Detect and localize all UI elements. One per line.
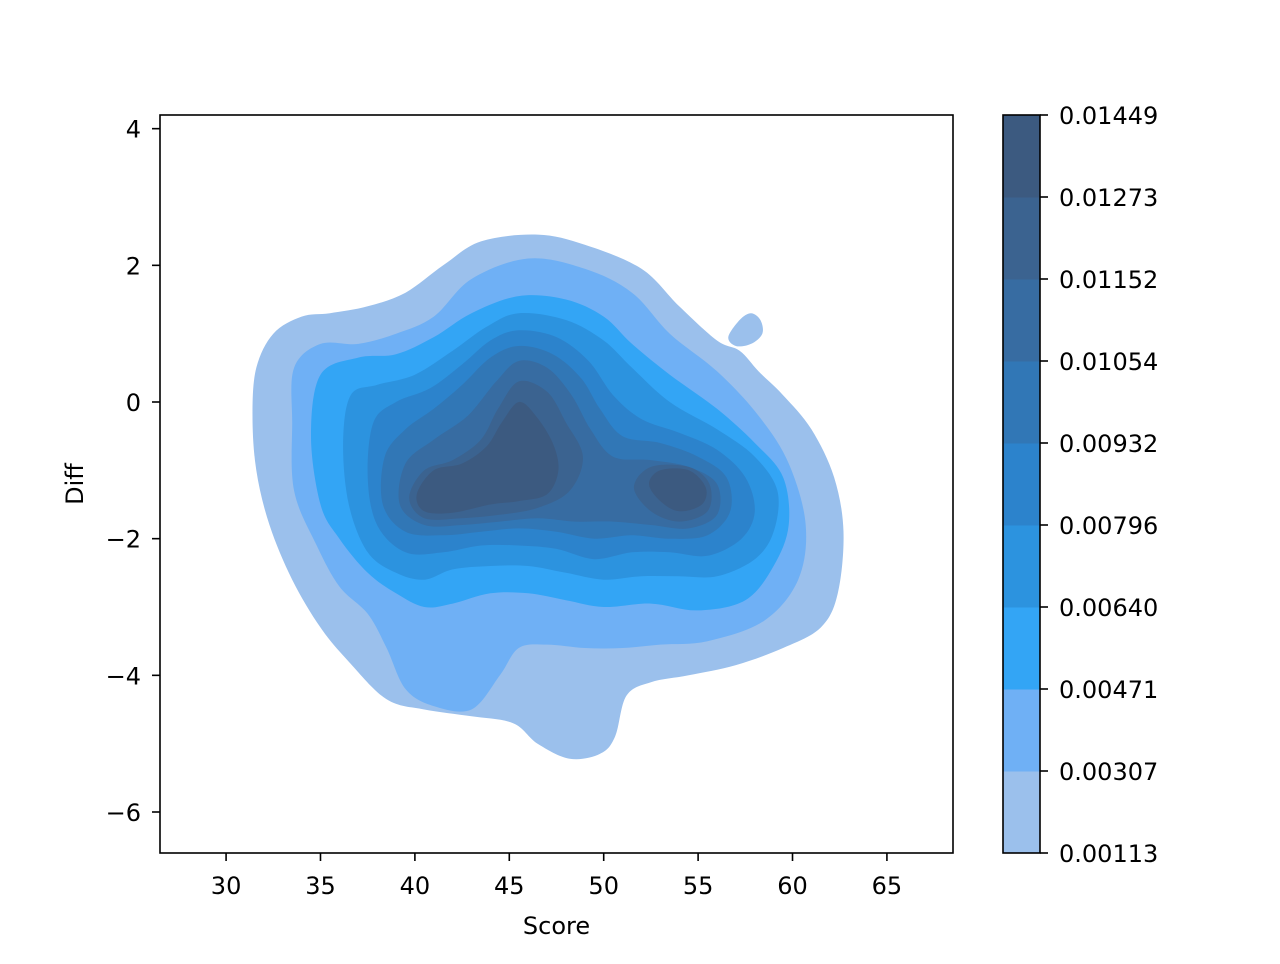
colorbar-band	[1003, 689, 1040, 772]
contour-band-1-region-2	[728, 313, 763, 347]
colorbar-tick-label: 0.00640	[1059, 594, 1158, 622]
y-tick-label: 0	[126, 389, 141, 417]
colorbar-band	[1003, 279, 1040, 362]
colorbar-band	[1003, 771, 1040, 854]
x-tick-label: 65	[872, 872, 903, 900]
x-tick-label: 30	[211, 872, 242, 900]
colorbar-tick-label: 0.00307	[1059, 758, 1158, 786]
colorbar-band	[1003, 525, 1040, 608]
y-tick-label: −2	[106, 526, 141, 554]
x-axis-label: Score	[523, 912, 590, 940]
contour-band-9-region-2	[649, 468, 707, 512]
colorbar-band	[1003, 607, 1040, 690]
colorbar-band	[1003, 361, 1040, 444]
colorbar-band	[1003, 197, 1040, 280]
x-tick-label: 35	[305, 872, 336, 900]
colorbar-band	[1003, 115, 1040, 198]
colorbar: 0.00113 0.00307 0.00471 0.00640 0.00796 0.009…	[1002, 102, 1158, 868]
colorbar-tick-label: 0.01273	[1059, 184, 1158, 212]
colorbar-tick-label: 0.00932	[1059, 430, 1158, 458]
colorbar-tick-label: 0.01152	[1059, 266, 1158, 294]
x-axis: 30 35 40 45 50 55 60 65	[211, 853, 902, 900]
colorbar-tick-label: 0.00113	[1059, 840, 1158, 868]
contour-layer	[252, 234, 844, 760]
x-tick-label: 55	[683, 872, 714, 900]
colorbar-frame	[1002, 114, 1041, 854]
colorbar-tick-label: 0.01054	[1059, 348, 1158, 376]
y-axis: 4 2 0 −2 −4 −6	[106, 116, 160, 827]
x-tick-label: 40	[400, 872, 431, 900]
y-tick-label: −4	[106, 662, 141, 690]
colorbar-tick-label: 0.00471	[1059, 676, 1158, 704]
colorbar-tick-label: 0.01449	[1059, 102, 1158, 130]
y-tick-label: 4	[126, 116, 141, 144]
y-tick-label: 2	[126, 252, 141, 280]
contour-band-9-region-1	[416, 401, 559, 514]
x-tick-label: 45	[494, 872, 525, 900]
y-tick-label: −6	[106, 799, 141, 827]
colorbar-band	[1003, 443, 1040, 526]
colorbar-tick-label: 0.00796	[1059, 512, 1158, 540]
x-tick-label: 50	[588, 872, 619, 900]
x-tick-label: 60	[777, 872, 808, 900]
plot-area-frame	[159, 114, 954, 854]
y-axis-label: Diff	[61, 463, 89, 505]
